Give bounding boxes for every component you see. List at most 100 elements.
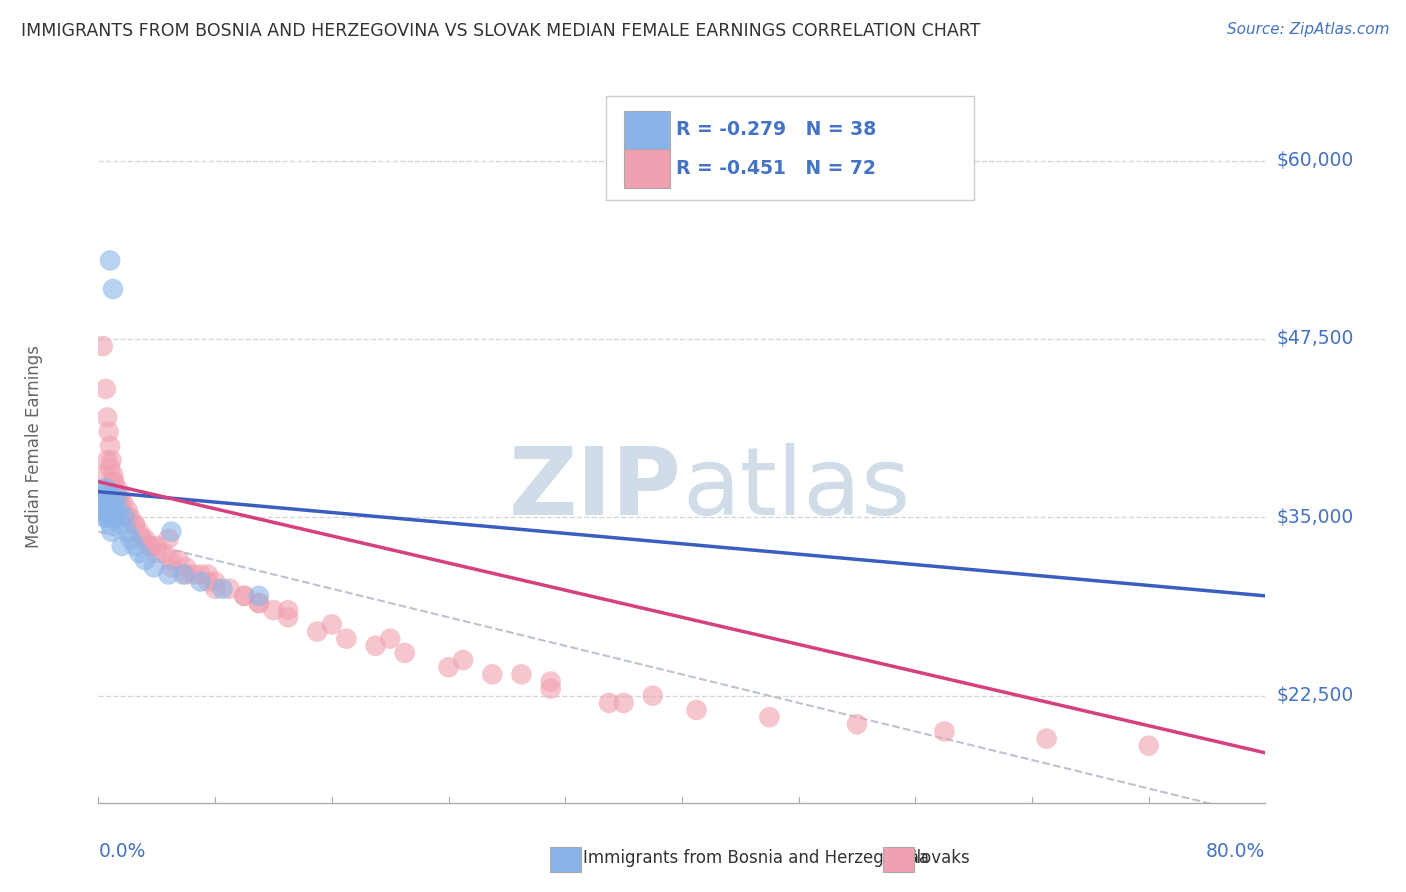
Point [97,496,120,510]
Point [846,717,869,731]
Point [172,567,194,582]
Point [174,567,197,582]
Point [540,674,562,689]
Point [612,696,634,710]
Point [204,574,226,589]
Text: R = -0.279   N = 38: R = -0.279 N = 38 [676,120,876,139]
Point [160,524,183,539]
Point [247,589,270,603]
Point [105,489,128,503]
Text: Immigrants from Bosnia and Herzegovina: Immigrants from Bosnia and Herzegovina [583,849,929,867]
Point [101,467,124,482]
Point [101,282,124,296]
Point [167,553,190,567]
Text: $22,500: $22,500 [1277,686,1354,706]
Point [98,253,121,268]
Point [93,496,115,510]
Point [139,539,162,553]
Point [307,624,329,639]
Point [94,503,117,517]
Text: $60,000: $60,000 [1277,151,1354,170]
Text: Slovaks: Slovaks [907,849,970,867]
Point [100,453,122,467]
Point [94,382,117,396]
Point [153,546,176,560]
Point [174,560,197,574]
Point [335,632,357,646]
Point [160,560,183,574]
Point [124,517,146,532]
Point [101,496,124,510]
Point [190,567,212,582]
Point [110,496,132,510]
Point [90,489,112,503]
Point [247,596,270,610]
Point [98,460,121,475]
Point [685,703,707,717]
Point [233,589,256,603]
Point [124,539,146,553]
Point [364,639,387,653]
Point [100,503,122,517]
Point [233,589,256,603]
Point [112,496,135,510]
Point [104,510,127,524]
Point [131,532,153,546]
Point [181,567,204,582]
Text: atlas: atlas [682,442,910,535]
Point [146,546,169,560]
FancyBboxPatch shape [624,111,671,150]
Point [110,517,132,532]
Point [437,660,460,674]
Point [934,724,956,739]
Point [380,632,402,646]
Point [124,517,146,532]
Point [262,603,284,617]
Point [114,510,136,524]
Point [120,510,142,524]
Point [142,560,165,574]
Point [197,567,219,582]
Point [277,603,299,617]
Point [101,510,124,524]
Point [93,467,115,482]
Point [481,667,503,681]
Point [134,553,156,567]
Point [101,475,124,489]
Point [103,475,125,489]
Point [105,482,128,496]
Point [103,503,125,517]
Point [197,574,219,589]
Point [204,582,226,596]
Point [134,532,156,546]
Point [128,546,150,560]
Point [190,574,212,589]
Point [104,489,127,503]
Point [394,646,416,660]
Point [98,439,121,453]
Point [1137,739,1160,753]
Point [110,489,132,503]
Text: $35,000: $35,000 [1277,508,1354,527]
Point [160,553,183,567]
Point [321,617,343,632]
Point [98,489,121,503]
Point [157,532,180,546]
Text: 0.0%: 0.0% [98,842,146,861]
Text: Median Female Earnings: Median Female Earnings [25,344,44,548]
Point [211,582,233,596]
Text: $47,500: $47,500 [1277,329,1354,349]
FancyBboxPatch shape [606,96,973,200]
Point [247,596,270,610]
Point [96,482,118,496]
Point [117,510,139,524]
Point [117,503,139,517]
Text: Source: ZipAtlas.com: Source: ZipAtlas.com [1226,22,1389,37]
Point [96,410,118,425]
Point [157,567,180,582]
Point [98,517,121,532]
Point [277,610,299,624]
Text: 80.0%: 80.0% [1206,842,1265,861]
Text: IMMIGRANTS FROM BOSNIA AND HERZEGOVINA VS SLOVAK MEDIAN FEMALE EARNINGS CORRELAT: IMMIGRANTS FROM BOSNIA AND HERZEGOVINA V… [21,22,980,40]
Point [218,582,240,596]
